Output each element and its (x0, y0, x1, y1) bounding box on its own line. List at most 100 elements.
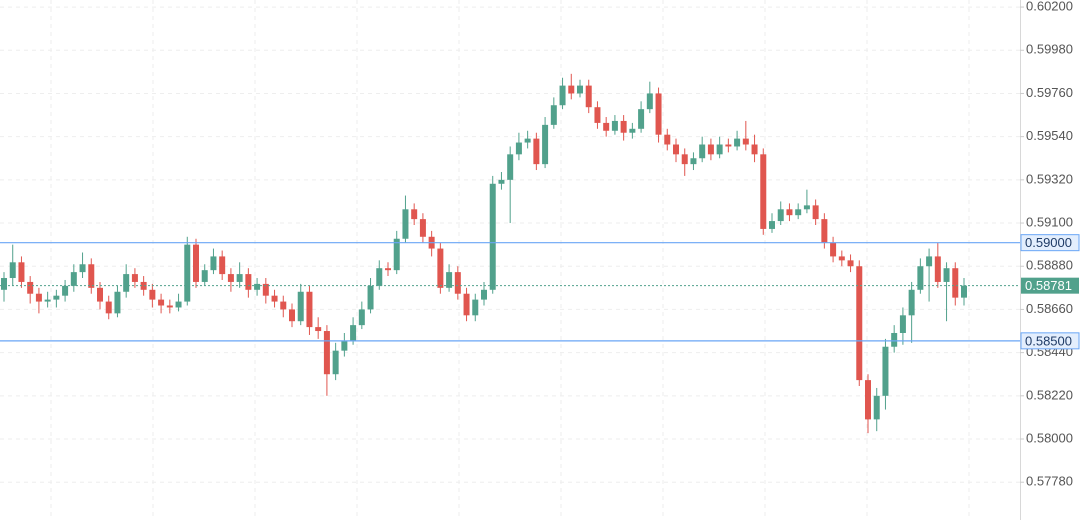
candle-body (219, 256, 226, 275)
candle-body (795, 209, 802, 216)
candle-body (699, 144, 706, 159)
current-price-badge (1021, 277, 1079, 294)
candle-body (393, 238, 400, 271)
candle-body (803, 205, 810, 210)
candle-body (53, 295, 60, 300)
candle-body (18, 262, 25, 282)
candle-body (830, 242, 837, 257)
candle-body (847, 260, 854, 267)
candle-body (306, 291, 313, 328)
y-tick-label: 0.60200 (1026, 0, 1073, 14)
candle-body (262, 283, 269, 296)
candle-body (542, 124, 549, 165)
level-label: 0.59000 (1025, 235, 1072, 250)
candle-body (611, 120, 618, 131)
candle-body (245, 274, 252, 290)
y-tick-label: 0.59100 (1026, 214, 1073, 229)
candle-body (524, 138, 531, 143)
candle-body (166, 305, 173, 308)
candle-body (402, 209, 409, 239)
level-label: 0.58500 (1025, 333, 1072, 348)
candle-body (419, 219, 426, 237)
candle-body (44, 299, 51, 302)
candle-body (690, 158, 697, 165)
candle-body (123, 274, 130, 292)
level-badge (1020, 332, 1080, 350)
candle-body (297, 291, 304, 322)
candle-body (533, 138, 540, 165)
candle-body (454, 272, 461, 294)
candle-body (926, 256, 933, 267)
candle-body (603, 122, 610, 131)
candle-body (481, 289, 487, 300)
candle-body (236, 274, 243, 282)
candle-body (594, 107, 601, 123)
candle-body (585, 85, 592, 108)
candle-body (105, 301, 112, 314)
candle-body (184, 244, 191, 302)
y-tick-label: 0.59320 (1026, 171, 1073, 186)
candle-body (559, 85, 566, 106)
candle-body (882, 346, 889, 396)
candle-body (629, 128, 636, 133)
candle-body (577, 85, 583, 94)
candle-body (131, 274, 138, 282)
candle-body (515, 142, 522, 155)
candle-body (786, 209, 793, 216)
candle-body (742, 138, 749, 145)
candle-body (367, 285, 374, 310)
y-tick-label: 0.59760 (1026, 85, 1073, 100)
y-tick-label: 0.59980 (1026, 42, 1073, 57)
candle-body (289, 309, 295, 322)
candle-body (70, 272, 77, 286)
candle-body (646, 93, 653, 110)
candle-body (489, 183, 496, 290)
y-tick-label: 0.58660 (1026, 301, 1073, 316)
candle-body (655, 93, 662, 135)
candle-body (472, 299, 479, 316)
y-tick-label: 0.57780 (1026, 474, 1073, 489)
candle-body (769, 221, 775, 229)
candle-body (175, 301, 182, 308)
candle-body (315, 327, 322, 332)
candle-body (140, 281, 147, 290)
candle-body (568, 85, 575, 94)
candle-body (201, 270, 208, 282)
candle-body (873, 395, 880, 420)
candle-body (812, 205, 819, 220)
candle-body (193, 244, 199, 282)
y-tick-label: 0.58220 (1026, 387, 1073, 402)
candle-body (27, 281, 34, 294)
candle-body (62, 285, 69, 296)
candle-body (838, 256, 845, 261)
candle-body (114, 291, 121, 314)
candle-body (210, 256, 217, 271)
candle-body (664, 134, 671, 145)
candle-body (79, 264, 86, 273)
candle-body (9, 262, 16, 279)
candle-body (681, 154, 688, 165)
y-tick-label: 0.58000 (1026, 430, 1073, 445)
candle-body (638, 109, 645, 129)
candle-body (97, 287, 103, 302)
candle-body (716, 144, 723, 155)
candle-body (908, 289, 915, 316)
candle-body (437, 248, 444, 288)
candle-body (891, 332, 898, 347)
y-tick-label: 0.58880 (1026, 258, 1073, 273)
candle-body (777, 209, 784, 222)
candle-body (350, 325, 357, 341)
level-badge (1020, 234, 1080, 252)
candle-body (899, 315, 906, 333)
candle-body (376, 268, 383, 286)
candle-body (35, 293, 42, 302)
candle-body (725, 144, 732, 147)
candle-body (446, 272, 453, 288)
current-price-label: 0.58781 (1025, 278, 1072, 293)
candle-body (934, 256, 941, 282)
candle-body (760, 154, 767, 229)
candle-body (411, 209, 418, 220)
candle-body (254, 283, 261, 290)
